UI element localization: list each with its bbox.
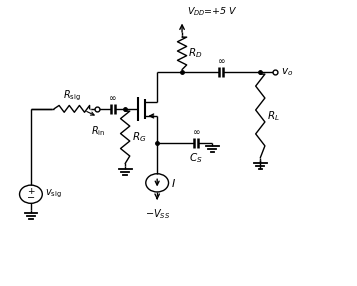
- Text: $I$: $I$: [171, 177, 176, 189]
- Text: $R_G$: $R_G$: [132, 130, 146, 144]
- Text: +: +: [27, 187, 35, 196]
- Text: $R_D$: $R_D$: [188, 46, 203, 60]
- Text: $\infty$: $\infty$: [192, 128, 201, 137]
- Text: $R_L$: $R_L$: [267, 109, 280, 123]
- Text: −: −: [27, 193, 35, 203]
- Text: $\infty$: $\infty$: [217, 57, 226, 65]
- Text: $R_{\rm sig}$: $R_{\rm sig}$: [63, 88, 81, 103]
- Text: $C_S$: $C_S$: [190, 152, 203, 165]
- Text: $V_{DD}$=+5 V: $V_{DD}$=+5 V: [187, 5, 238, 18]
- Text: $\infty$: $\infty$: [109, 94, 117, 103]
- Text: $R_{\rm in}$: $R_{\rm in}$: [91, 124, 106, 138]
- Text: $-V_{SS}$: $-V_{SS}$: [145, 207, 170, 221]
- Text: $v_o$: $v_o$: [281, 66, 293, 78]
- Text: $v_{\rm sig}$: $v_{\rm sig}$: [45, 188, 62, 200]
